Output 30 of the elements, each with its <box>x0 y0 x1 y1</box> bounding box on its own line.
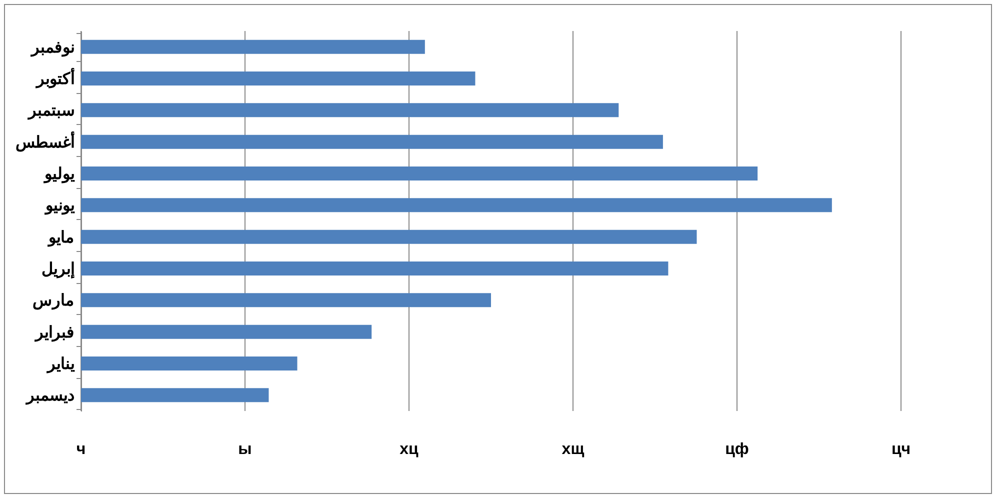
bar <box>81 262 668 276</box>
text: ч <box>76 441 86 458</box>
bar <box>81 388 269 402</box>
text: ы <box>238 441 252 458</box>
bar <box>81 134 663 149</box>
bar <box>81 356 298 370</box>
text: хц <box>400 441 419 458</box>
y-tick-label: نوفمبر <box>30 39 74 58</box>
y-tick-label: يونيو <box>44 198 76 216</box>
bar <box>81 103 619 118</box>
text: цф <box>725 441 749 458</box>
y-tick-label: يوليو <box>44 166 76 184</box>
y-tick-label: مايو <box>48 229 74 248</box>
y-tick-label: فبراير <box>34 324 74 342</box>
bar <box>81 230 697 244</box>
y-tick-label: يناير <box>46 356 76 374</box>
bar <box>81 40 425 54</box>
text: цч <box>891 441 911 458</box>
y-tick-label: أغسطس <box>16 130 74 152</box>
bar <box>81 166 758 180</box>
y-tick-label: ديسمبر <box>26 388 74 406</box>
text: хщ <box>562 441 585 458</box>
y-tick-label: مارس <box>32 292 74 311</box>
y-tick-label: سبتمبر <box>28 102 74 121</box>
bar <box>81 198 832 212</box>
bar <box>81 72 476 86</box>
y-tick-label: إبريل <box>42 261 74 279</box>
bar <box>81 293 491 308</box>
bar <box>81 324 372 339</box>
y-tick-label: أكتوبر <box>36 67 74 89</box>
